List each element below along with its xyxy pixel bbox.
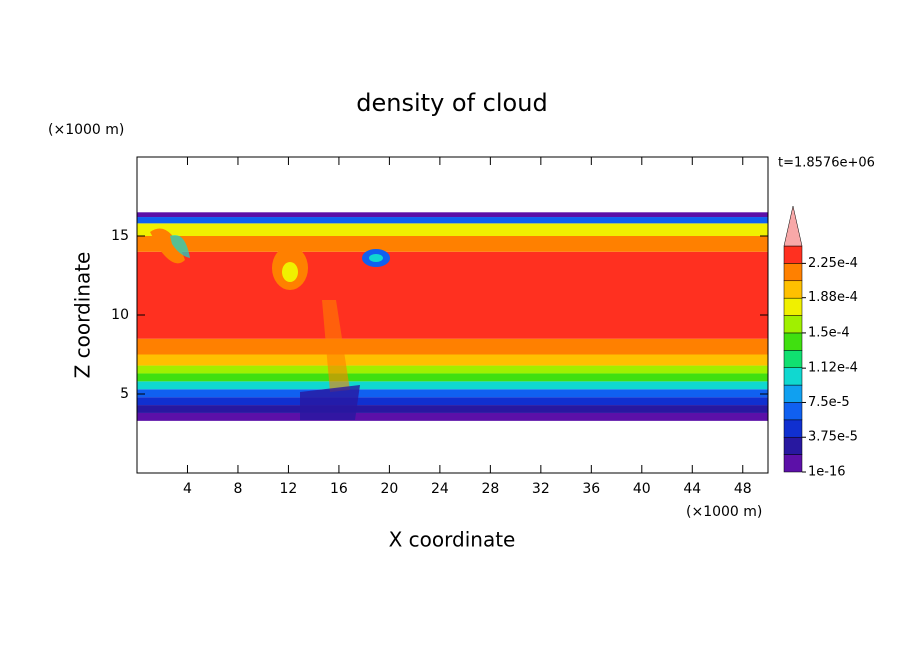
y-tick-label: 15 [111,228,129,244]
colorbar-band [783,245,803,264]
contour-band [137,389,768,398]
vortex [282,262,298,282]
contour-band [137,251,768,339]
x-tick-label: 20 [380,481,398,497]
contour-band [137,412,768,421]
contour-band [137,354,768,366]
colorbar-tick-label: 3.75e-5 [808,430,858,445]
x-tick-label: 40 [633,481,651,497]
colorbar-tick-label: 7.5e-5 [808,395,850,410]
contour-band [137,405,768,413]
colorbar: 1e-16 3.75e-5 7.5e-5 1.12e-4 1.5e-4 1.88e-4 2.… [783,205,858,480]
contour-band [137,365,768,374]
colorbar-band [783,384,803,403]
contour-band [137,217,768,224]
colorbar-band [783,263,803,282]
y-axis-label: Z coordinate [71,252,95,379]
x-tick-label: 8 [233,481,242,497]
colorbar-band [783,436,803,455]
colorbar-band [783,454,803,473]
contour-band [137,236,768,252]
x-tick-label: 16 [330,481,348,497]
cloud-base [300,385,360,420]
contour-band [137,397,768,406]
colorbar-tick-label: 1.12e-4 [808,361,858,376]
y-tick-label: 10 [111,307,129,323]
x-tick-label: 4 [183,481,192,497]
x-tick-label: 12 [280,481,298,497]
colorbar-band [783,332,803,351]
contour-band [137,223,768,236]
contour-band [137,373,768,382]
x-tick-label: 44 [683,481,701,497]
colorbar-band [783,350,803,368]
x-tick-label: 28 [481,481,499,497]
colorbar-tick-label: 1.5e-4 [808,325,850,340]
vortex [170,234,190,258]
x-tick-label: 24 [431,481,449,497]
contour-band [137,381,768,390]
x-axis-label: X coordinate [389,528,516,552]
chart-title: density of cloud [356,89,547,117]
time-label: t=1.8576e+06 [778,156,875,171]
x-unit: (×1000 m) [686,504,762,520]
x-tick-label: 48 [734,481,752,497]
y-tick-label: 5 [120,386,129,402]
colorbar-tick-label: 2.25e-4 [808,256,858,271]
colorbar-band [783,315,803,334]
vortex-features [150,228,390,420]
colorbar-band [783,402,803,421]
x-tick-label: 32 [532,481,550,497]
contour-band [137,338,768,355]
x-tick-label: 36 [582,481,600,497]
colorbar-band [783,297,803,316]
updraft [322,300,350,392]
y-unit: (×1000 m) [48,122,124,138]
vortex [150,228,185,264]
colorbar-tick-label: 1.88e-4 [808,290,858,305]
vortex [369,254,383,262]
colorbar-extend [783,205,803,247]
contour-band [137,212,768,218]
colorbar-band [783,280,803,299]
field [137,212,768,421]
colorbar-tick-label: 1e-16 [808,465,846,480]
colorbar-band [783,367,803,386]
colorbar-band [783,419,803,438]
